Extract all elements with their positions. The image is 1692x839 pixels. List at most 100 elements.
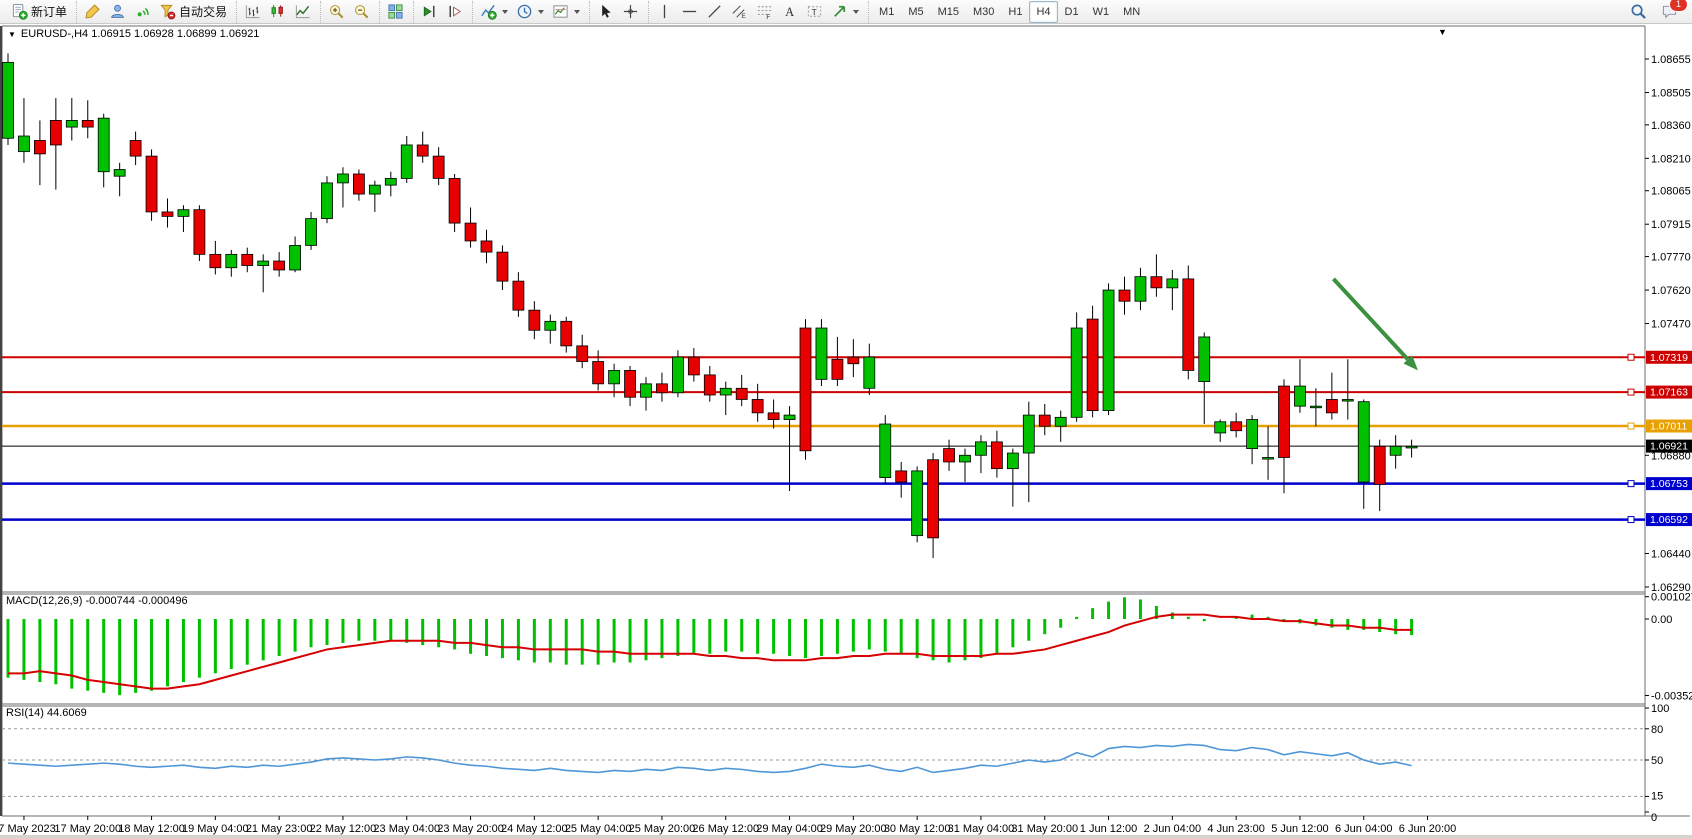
button-label: 新订单 xyxy=(31,5,68,19)
toolbar-group xyxy=(589,0,646,23)
svg-text:0.001027: 0.001027 xyxy=(1651,592,1692,604)
signals-button[interactable] xyxy=(130,0,155,23)
text-label-icon: T xyxy=(807,6,822,17)
svg-text:-0.00352: -0.00352 xyxy=(1651,691,1692,703)
styler-button[interactable] xyxy=(80,0,105,23)
fibonacci-button[interactable]: F xyxy=(752,0,777,23)
search-button[interactable] xyxy=(1626,0,1651,23)
trendline-icon xyxy=(708,5,721,18)
candlesticks xyxy=(2,53,1418,558)
text-label-button[interactable]: T xyxy=(802,0,827,23)
svg-text:1.06592: 1.06592 xyxy=(1650,514,1688,526)
svg-text:15: 15 xyxy=(1651,790,1663,802)
templates-button[interactable] xyxy=(548,0,584,23)
svg-text:31 May 20:00: 31 May 20:00 xyxy=(1011,823,1078,835)
shapes-button[interactable] xyxy=(827,0,863,23)
line-handle[interactable] xyxy=(1627,388,1635,396)
chart-title-text: EURUSD-,H4 1.06915 1.06928 1.06899 1.069… xyxy=(20,28,260,40)
svg-text:17 May 2023: 17 May 2023 xyxy=(0,823,56,835)
timeframe-group: M1 M5 M15 M30 H1 H4 D1 W1 MN xyxy=(868,0,1150,23)
autotrading-icon xyxy=(160,4,176,20)
zoom-in-button[interactable] xyxy=(324,0,349,23)
new-order-button[interactable]: 新订单 xyxy=(7,0,71,23)
macd-indicator-label: MACD(12,26,9) -0.000744 -0.000496 xyxy=(6,595,188,607)
axis-price-badges: 1.07319 1.07163 1.07011 1.06753 1.06592 1.069… xyxy=(1646,350,1692,527)
svg-text:25 May 04:00: 25 May 04:00 xyxy=(565,823,632,835)
svg-text:1.07770: 1.07770 xyxy=(1651,252,1691,264)
svg-text:6 Jun 20:00: 6 Jun 20:00 xyxy=(1399,823,1457,835)
equidistant-channel-icon: E xyxy=(732,5,746,20)
svg-text:19 May 04:00: 19 May 04:00 xyxy=(182,823,249,835)
timeframe-d1-button[interactable]: D1 xyxy=(1064,5,1079,18)
svg-text:29 May 04:00: 29 May 04:00 xyxy=(756,823,823,835)
community-button[interactable] xyxy=(105,0,130,23)
crosshair-button[interactable] xyxy=(618,0,643,23)
candlestick-chart-icon xyxy=(271,4,283,18)
chart-canvas[interactable]: 1.08655 1.08505 1.08360 1.08210 1.08065 1.079… xyxy=(0,24,1692,839)
pane-frames xyxy=(0,25,1690,817)
autotrading-button[interactable]: 自动交易 xyxy=(155,0,231,23)
text-icon: A xyxy=(785,5,794,19)
scroll-to-end-icon[interactable]: ▼ xyxy=(1438,27,1447,37)
chart-shift-button[interactable] xyxy=(442,0,467,23)
vertical-line-button[interactable] xyxy=(652,0,677,23)
trendline-button[interactable] xyxy=(702,0,727,23)
line-handle[interactable] xyxy=(1627,480,1635,488)
line-chart-icon xyxy=(295,5,310,19)
bar-chart-button[interactable] xyxy=(240,0,265,23)
svg-text:17 May 20:00: 17 May 20:00 xyxy=(54,823,121,835)
line-handle[interactable] xyxy=(1627,422,1635,430)
svg-text:30 May 12:00: 30 May 12:00 xyxy=(884,823,951,835)
chevron-down-icon[interactable] xyxy=(538,9,545,14)
svg-text:29 May 20:00: 29 May 20:00 xyxy=(820,823,887,835)
timeframe-m5-button[interactable]: M5 xyxy=(908,5,924,18)
line-handle[interactable] xyxy=(1627,516,1635,524)
timeframe-w1-button[interactable]: W1 xyxy=(1092,5,1110,18)
timeframe-mn-button[interactable]: MN xyxy=(1123,5,1141,18)
chart-window[interactable]: 1.08655 1.08505 1.08360 1.08210 1.08065 1.079… xyxy=(0,24,1692,839)
periods-button[interactable] xyxy=(512,0,548,23)
svg-text:1.08065: 1.08065 xyxy=(1651,186,1691,198)
chevron-down-icon[interactable] xyxy=(502,9,509,14)
svg-text:1.06921: 1.06921 xyxy=(1650,441,1688,453)
candlestick-chart-button[interactable] xyxy=(265,0,290,23)
svg-text:1 Jun 12:00: 1 Jun 12:00 xyxy=(1080,823,1138,835)
svg-text:1.08360: 1.08360 xyxy=(1651,120,1691,132)
toolbar-group xyxy=(236,0,318,23)
indicators-button[interactable] xyxy=(476,0,512,23)
equidistant-channel-button[interactable]: E xyxy=(727,0,752,23)
timeframe-h4-button[interactable]: H4 xyxy=(1029,0,1058,23)
text-button[interactable]: A xyxy=(777,0,802,23)
macd-histogram xyxy=(6,597,1414,696)
toolbar-right: 1 xyxy=(1626,0,1688,23)
timeframe-m15-button[interactable]: M15 xyxy=(937,5,959,18)
timeframe-m30-button[interactable]: M30 xyxy=(973,5,995,18)
svg-text:23 May 04:00: 23 May 04:00 xyxy=(373,823,440,835)
svg-text:1.08655: 1.08655 xyxy=(1651,54,1691,66)
rsi-scale: 100 80 50 15 0 xyxy=(2,703,1669,824)
macd-signal-line xyxy=(8,613,1412,690)
chart-collapse-icon[interactable]: ▼ xyxy=(8,29,16,39)
cursor-button[interactable] xyxy=(593,0,618,23)
toolbar-group xyxy=(413,0,470,23)
chevron-down-icon[interactable] xyxy=(574,9,581,14)
svg-text:1.07470: 1.07470 xyxy=(1651,319,1691,331)
svg-text:22 May 12:00: 22 May 12:00 xyxy=(310,823,377,835)
timeframe-m1-button[interactable]: M1 xyxy=(879,5,895,18)
zoom-out-button[interactable] xyxy=(349,0,374,23)
chevron-down-icon[interactable] xyxy=(853,9,860,14)
autoscroll-button[interactable] xyxy=(417,0,442,23)
chart-title: ▼ EURUSD-,H4 1.06915 1.06928 1.06899 1.0… xyxy=(8,28,259,40)
annotation-arrow[interactable] xyxy=(1331,277,1418,371)
rsi-indicator-label: RSI(14) 44.6069 xyxy=(6,707,87,719)
notifications-button[interactable]: 1 xyxy=(1657,0,1688,23)
periods-icon xyxy=(517,4,532,19)
horizontal-line-button[interactable] xyxy=(677,0,702,23)
line-handle[interactable] xyxy=(1627,353,1635,361)
line-chart-button[interactable] xyxy=(290,0,315,23)
tile-windows-button[interactable] xyxy=(383,0,408,23)
svg-text:1.08210: 1.08210 xyxy=(1651,153,1691,165)
timeframe-h1-button[interactable]: H1 xyxy=(1008,5,1023,18)
